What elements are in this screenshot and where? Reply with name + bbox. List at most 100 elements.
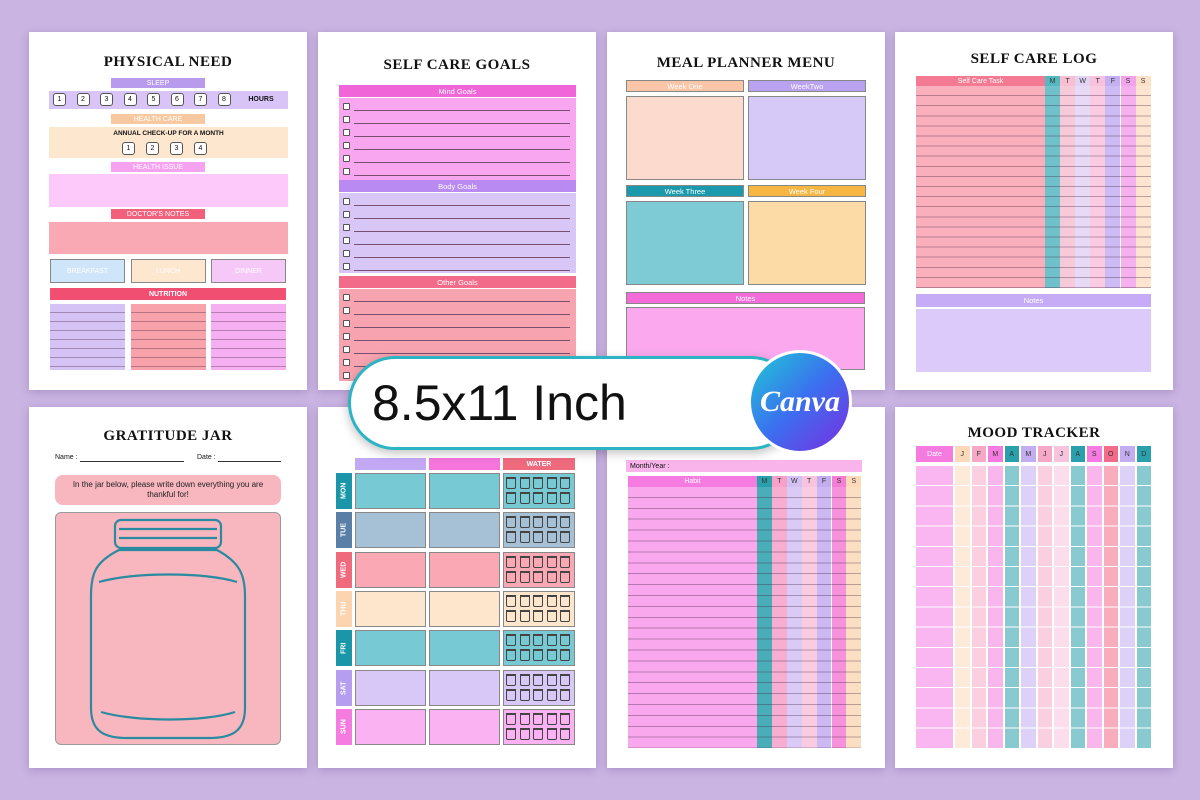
day-column <box>786 487 802 748</box>
label: W <box>1075 76 1091 86</box>
day-column <box>757 487 772 748</box>
page-title: GRATITUDE JAR <box>103 427 233 444</box>
water-glass <box>546 649 557 662</box>
month-column <box>988 466 1003 748</box>
label: 6 <box>170 93 184 106</box>
month-column <box>1021 466 1036 748</box>
page-title: PHYSICAL NEED <box>103 53 233 70</box>
goal-line <box>354 110 570 111</box>
nutrition-column <box>50 304 125 370</box>
day-column <box>801 487 817 748</box>
checkbox <box>343 359 350 366</box>
tracker-cell <box>429 590 500 627</box>
label: S <box>846 476 862 487</box>
label: HOURS <box>248 96 274 103</box>
week-box <box>626 201 744 285</box>
goal-line <box>354 244 570 245</box>
water-glass <box>546 594 557 607</box>
water-glass <box>546 688 557 701</box>
label: F <box>1105 76 1121 86</box>
label: J <box>1054 446 1069 462</box>
label: N <box>1120 446 1135 462</box>
goal-line <box>354 136 570 137</box>
label: M <box>1021 446 1036 462</box>
page-title: MEAL PLANNER MENU <box>656 54 836 71</box>
checkbox <box>343 237 350 244</box>
tracker-cell <box>429 630 500 667</box>
water-glass <box>506 555 516 568</box>
tracker-cell <box>429 669 500 706</box>
water-glass <box>533 531 544 544</box>
task-column <box>916 86 1045 288</box>
tracker-cell <box>355 473 426 509</box>
water-glass <box>506 688 516 701</box>
label: Month/Year : <box>626 460 862 472</box>
label: HEALTH CARE <box>111 114 205 124</box>
day-column <box>1060 86 1076 288</box>
day-column <box>1105 86 1121 288</box>
nutrition-column <box>130 304 206 370</box>
checkbox <box>343 294 350 301</box>
day-column <box>846 487 862 748</box>
water-glass <box>519 688 530 701</box>
water-glass <box>560 555 571 568</box>
water-glass <box>546 555 557 568</box>
label: DOCTOR'S NOTES <box>111 209 205 219</box>
label: WeekTwo <box>748 80 866 92</box>
label: HEALTH ISSUE <box>111 162 205 172</box>
water-glass <box>506 516 516 529</box>
tracker-cell <box>355 708 426 745</box>
water-glass <box>506 712 516 725</box>
label: A <box>1004 446 1019 462</box>
goal-line <box>354 353 570 354</box>
water-glass <box>546 609 557 622</box>
water-glass <box>519 531 530 544</box>
label: F <box>971 446 986 462</box>
label: NUTRITION <box>50 288 286 300</box>
water-glass <box>533 594 544 607</box>
label: Other Goals <box>339 276 576 288</box>
date-line <box>218 461 281 462</box>
water-glass <box>506 609 516 622</box>
water-glass <box>519 609 530 622</box>
label: DINNER <box>211 259 286 283</box>
row-lines <box>916 86 1151 288</box>
month-column <box>1037 466 1052 748</box>
checkbox <box>343 224 350 231</box>
tracker-cell <box>429 473 500 509</box>
water-glass <box>546 634 557 647</box>
label: 7 <box>194 93 207 106</box>
label: SUN <box>336 708 352 745</box>
label: J <box>1037 446 1052 462</box>
tracker-cell <box>429 551 500 588</box>
label: TUE <box>336 512 352 549</box>
water-glass <box>546 712 557 725</box>
row-lines <box>628 487 861 748</box>
label: Week Three <box>626 185 744 197</box>
label: 1 <box>122 142 135 155</box>
water-glass <box>546 673 557 686</box>
water-glass <box>533 727 544 740</box>
date-column <box>916 466 953 748</box>
water-glass <box>533 516 544 529</box>
goal-box <box>339 193 576 273</box>
checkbox <box>343 198 350 205</box>
goal-line <box>354 257 570 258</box>
water-glass <box>533 570 544 583</box>
checkbox <box>343 372 350 379</box>
month-column <box>955 466 970 748</box>
label: S <box>1087 446 1102 462</box>
column-header <box>355 458 426 470</box>
water-glass <box>546 531 557 544</box>
checkbox <box>343 320 350 327</box>
tracker-cell <box>355 551 426 588</box>
label: W <box>786 476 802 487</box>
water-glass <box>533 634 544 647</box>
water-glass <box>519 570 530 583</box>
label: Habit <box>628 476 757 487</box>
day-column <box>1135 86 1151 288</box>
water-glass <box>533 477 544 489</box>
label: T <box>1060 76 1076 86</box>
label: Mind Goals <box>339 85 576 97</box>
label: MON <box>336 473 352 509</box>
